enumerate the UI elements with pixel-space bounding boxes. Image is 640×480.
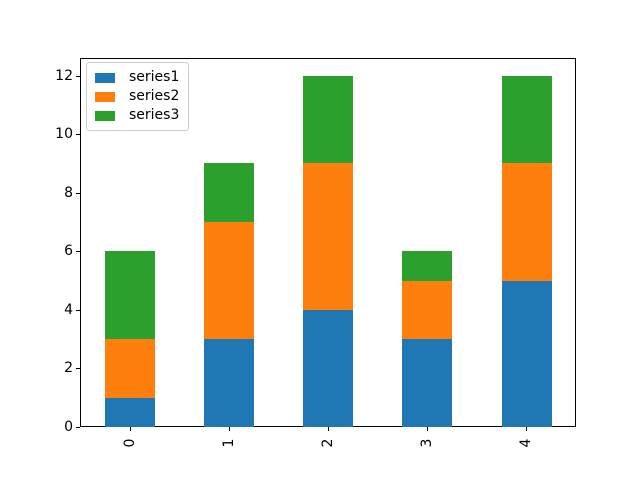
legend-item: series1 bbox=[95, 68, 179, 87]
bar-segment-series3-cat3 bbox=[402, 251, 452, 281]
y-tick-label: 6 bbox=[64, 243, 73, 259]
legend: series1 series2 series3 bbox=[86, 62, 190, 131]
legend-item: series3 bbox=[95, 106, 179, 125]
x-tick-label: 2 bbox=[320, 438, 336, 448]
bar-segment-series1-cat3 bbox=[402, 339, 452, 427]
bar-segment-series1-cat1 bbox=[204, 339, 254, 427]
series3-swatch-icon bbox=[95, 110, 115, 121]
y-tick-mark bbox=[76, 76, 80, 77]
bar-segment-series3-cat2 bbox=[303, 76, 353, 163]
bar-segment-series1-cat0 bbox=[105, 398, 155, 427]
bar-segment-series3-cat4 bbox=[502, 76, 552, 163]
bar-segment-series1-cat2 bbox=[303, 310, 353, 427]
x-tick-mark bbox=[229, 427, 230, 431]
x-tick-label: 1 bbox=[220, 438, 237, 448]
legend-label: series1 bbox=[129, 69, 180, 85]
x-tick-mark bbox=[328, 427, 329, 431]
series1-swatch-icon bbox=[95, 72, 115, 83]
bar-segment-series2-cat1 bbox=[204, 222, 254, 339]
y-tick-label: 12 bbox=[55, 68, 73, 84]
series2-swatch-icon bbox=[95, 91, 115, 102]
y-tick-mark bbox=[76, 193, 80, 194]
y-tick-label: 0 bbox=[64, 419, 73, 435]
y-tick-mark bbox=[76, 251, 80, 252]
x-tick-label: 3 bbox=[419, 438, 436, 448]
x-tick-mark bbox=[427, 427, 428, 431]
y-tick-mark bbox=[76, 310, 80, 311]
legend-item: series2 bbox=[95, 87, 179, 106]
bar-segment-series2-cat2 bbox=[303, 163, 353, 310]
bar-segment-series3-cat0 bbox=[105, 251, 155, 339]
x-tick-label: 0 bbox=[121, 438, 138, 448]
legend-label: series3 bbox=[129, 107, 180, 123]
legend-label: series2 bbox=[129, 88, 180, 104]
y-tick-mark bbox=[76, 134, 80, 135]
y-tick-label: 8 bbox=[64, 185, 73, 201]
bar-segment-series2-cat4 bbox=[502, 163, 552, 281]
x-tick-label: 4 bbox=[518, 438, 535, 448]
bar-segment-series2-cat3 bbox=[402, 281, 452, 339]
y-tick-label: 10 bbox=[55, 126, 73, 142]
x-tick-mark bbox=[526, 427, 527, 431]
bar-segment-series2-cat0 bbox=[105, 339, 155, 398]
y-tick-label: 4 bbox=[64, 302, 73, 318]
y-tick-label: 2 bbox=[64, 360, 73, 376]
y-tick-mark bbox=[76, 368, 80, 369]
y-tick-mark bbox=[76, 427, 80, 428]
x-tick-mark bbox=[130, 427, 131, 431]
bar-segment-series1-cat4 bbox=[502, 281, 552, 427]
bar-segment-series3-cat1 bbox=[204, 163, 254, 222]
